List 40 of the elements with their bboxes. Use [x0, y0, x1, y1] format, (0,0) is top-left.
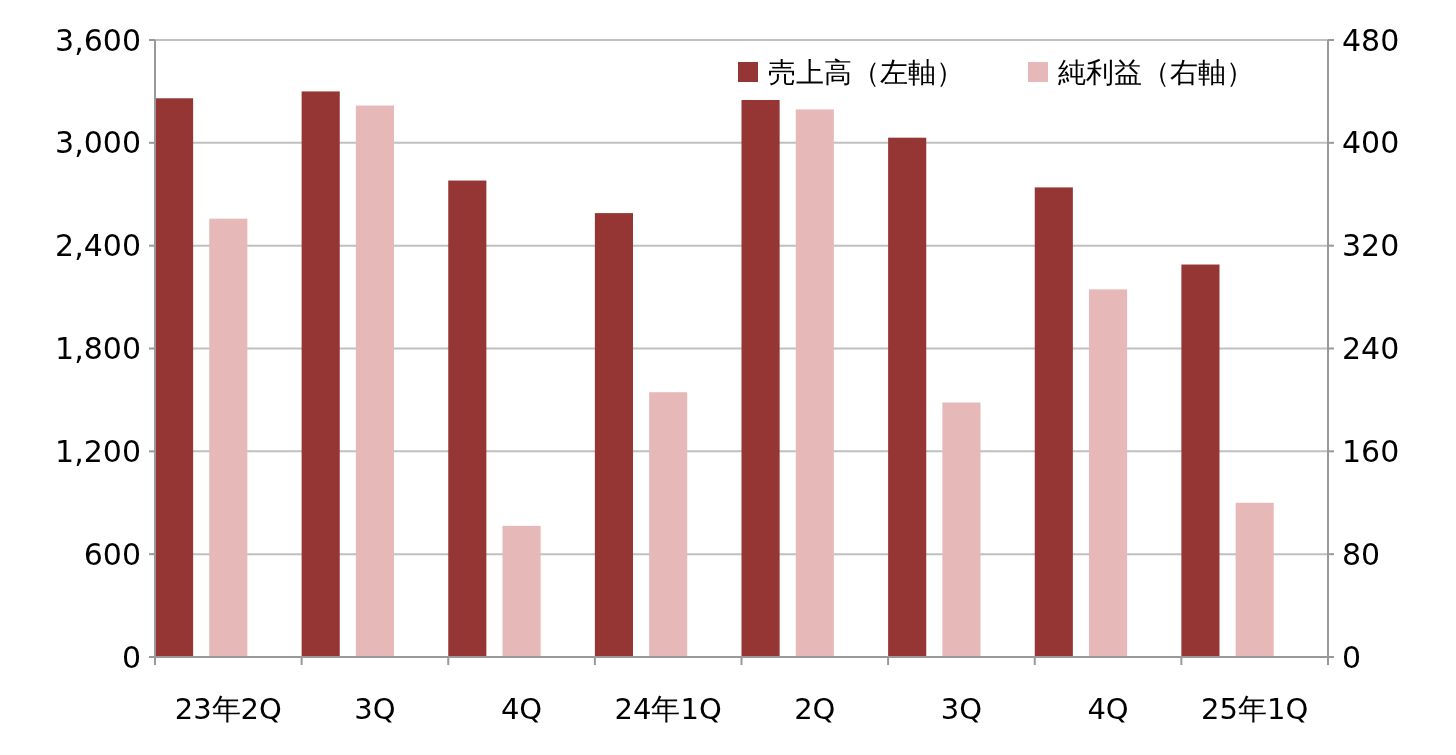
- y-tick-label: 3,600: [55, 22, 141, 58]
- x-tick-label: 23年2Q: [174, 692, 282, 726]
- bar: [1181, 264, 1220, 657]
- bar: [594, 213, 633, 657]
- x-tick-label: 3Q: [940, 692, 983, 726]
- y2-tick-label: 80: [1342, 536, 1381, 572]
- x-tick-label: 25年1Q: [1201, 692, 1309, 726]
- y2-tick-label: 400: [1342, 125, 1400, 161]
- x-tick-label: 4Q: [500, 692, 543, 726]
- bar: [1034, 187, 1073, 657]
- y-tick-label: 0: [121, 639, 141, 675]
- bar: [649, 392, 688, 657]
- bar: [1089, 289, 1128, 657]
- bar: [448, 180, 487, 657]
- x-tick-label: 4Q: [1087, 692, 1129, 726]
- y-tick-label: 3,000: [55, 125, 141, 161]
- bar: [888, 137, 927, 657]
- legend-label: 純利益（右軸）: [1058, 55, 1254, 89]
- bar: [795, 109, 834, 657]
- bar: [355, 105, 394, 657]
- y-tick-label: 1,200: [55, 433, 141, 469]
- bar: [301, 91, 340, 657]
- x-tick-label: 24年1Q: [614, 692, 722, 726]
- y-tick-label: 600: [83, 536, 141, 572]
- bar: [502, 525, 541, 657]
- legend-label: 売上高（左軸）: [768, 55, 964, 89]
- y2-tick-label: 240: [1342, 331, 1400, 366]
- y2-tick-label: 480: [1342, 22, 1400, 58]
- y2-tick-label: 160: [1342, 433, 1400, 469]
- bar: [155, 98, 194, 657]
- x-tick-label: 2Q: [794, 692, 836, 726]
- bar: [209, 218, 248, 657]
- bar: [1235, 502, 1274, 657]
- bar: [741, 99, 780, 657]
- x-tick-label: 3Q: [354, 692, 396, 726]
- y2-tick-label: 320: [1342, 228, 1400, 264]
- bar: [942, 402, 981, 657]
- y-tick-label: 1,800: [55, 331, 141, 366]
- y2-tick-label: 0: [1342, 639, 1362, 675]
- y-tick-label: 2,400: [55, 228, 141, 264]
